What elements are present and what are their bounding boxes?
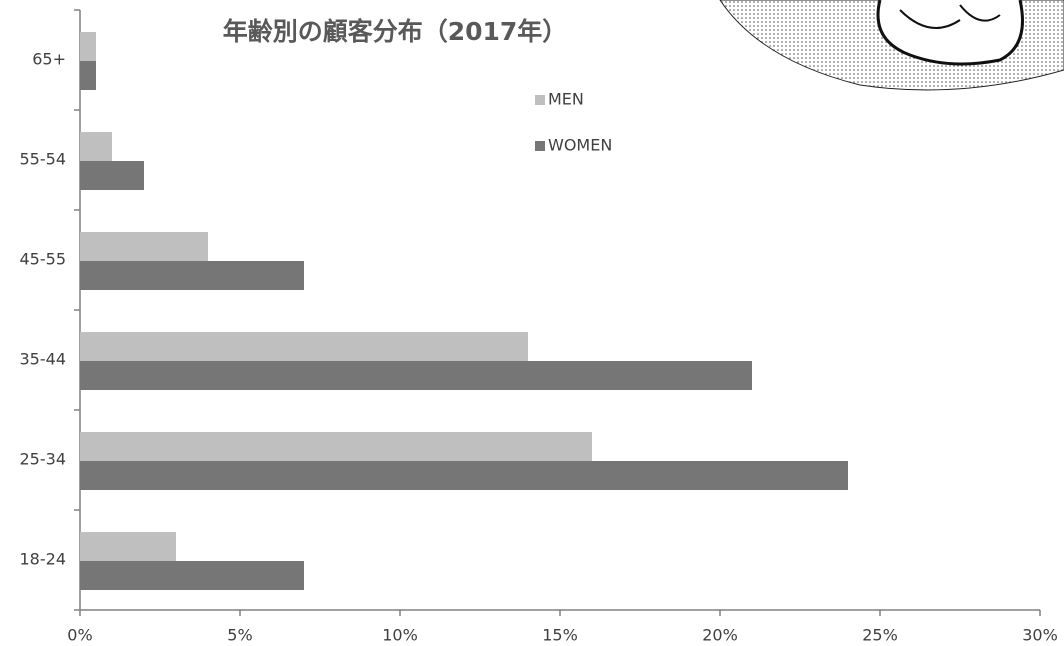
legend-swatch: [535, 141, 545, 151]
legend-swatch: [535, 95, 545, 105]
x-tick-label: 10%: [382, 626, 418, 645]
x-tick-label: 5%: [227, 626, 252, 645]
y-tick-label: 65+: [32, 50, 66, 69]
bar: [80, 61, 96, 90]
bar: [80, 132, 112, 161]
bar: [80, 261, 304, 290]
x-tick-label: 0%: [67, 626, 92, 645]
bar: [80, 361, 752, 390]
y-tick-label: 45-55: [20, 250, 67, 269]
bar: [80, 461, 848, 490]
bar: [80, 561, 304, 590]
x-tick-label: 15%: [542, 626, 578, 645]
bar: [80, 161, 144, 190]
y-tick-label: 35-44: [20, 350, 67, 369]
bar: [80, 32, 96, 61]
decoration: [719, 0, 1064, 91]
x-tick-label: 25%: [862, 626, 898, 645]
chart-title: 年齢別の顧客分布（2017年）: [223, 17, 568, 46]
x-tick-label: 30%: [1022, 626, 1058, 645]
y-tick-label: 55-54: [20, 150, 67, 169]
y-tick-label: 18-24: [20, 550, 67, 569]
legend-label: MEN: [548, 90, 584, 109]
bar: [80, 432, 592, 461]
y-tick-label: 25-34: [20, 450, 67, 469]
x-tick-label: 20%: [702, 626, 738, 645]
legend-label: WOMEN: [548, 136, 612, 155]
bar: [80, 332, 528, 361]
bar: [80, 532, 176, 561]
bar: [80, 232, 208, 261]
